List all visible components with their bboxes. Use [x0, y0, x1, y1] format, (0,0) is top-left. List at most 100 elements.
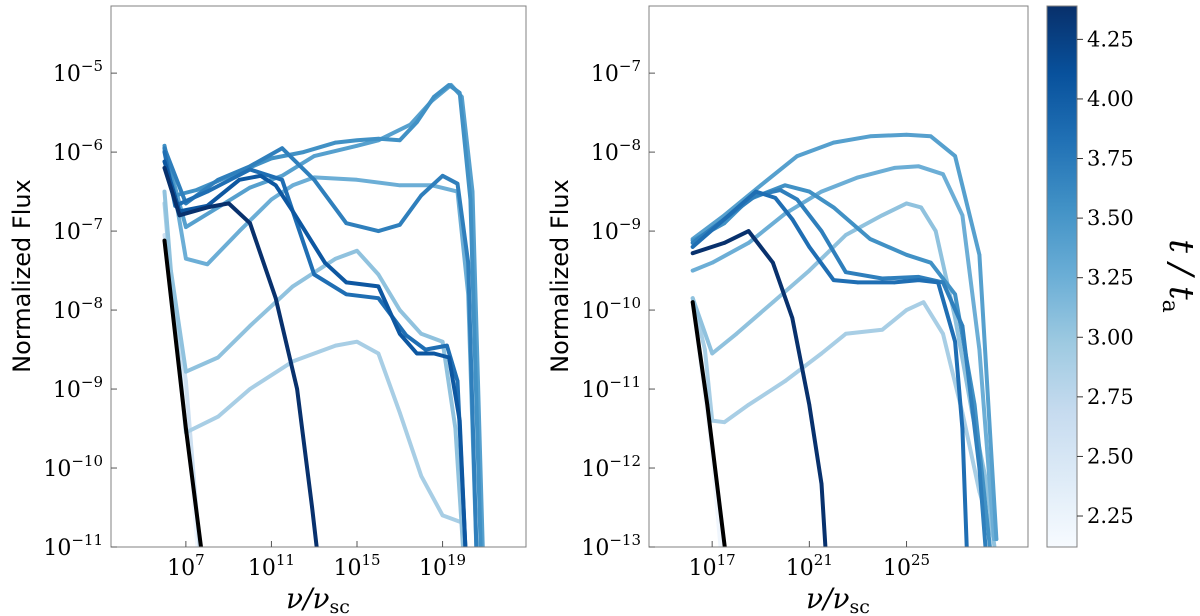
series-point	[295, 387, 299, 391]
series-point	[355, 178, 359, 182]
series-point	[703, 347, 707, 352]
left-series-group	[162, 83, 485, 565]
series-point	[248, 324, 252, 328]
series-point	[746, 241, 751, 245]
series-point	[317, 561, 321, 565]
series-point	[398, 138, 402, 143]
series-point	[807, 245, 812, 249]
series-point	[916, 275, 921, 279]
series-point	[790, 316, 795, 320]
series-point	[710, 260, 714, 265]
left-panel: 107 1011 1015 1019 10−5 10−6 10−7 10−8 10−9 10−1…	[8, 5, 527, 616]
series-point	[376, 229, 381, 233]
series-point	[953, 292, 957, 297]
y-tick-label: 10−11	[581, 373, 641, 403]
series-point	[184, 225, 188, 229]
colorbar: 2.25 2.50 2.75 3.00 3.25 3.50 3.75 4.00 4.25 t /…	[1046, 5, 1200, 548]
series-point	[904, 201, 909, 206]
series-point	[807, 189, 812, 194]
y-tick-label: 10−10	[43, 452, 103, 482]
series-point	[904, 253, 909, 257]
series-point	[844, 270, 848, 275]
series-point	[985, 561, 989, 565]
series-point	[690, 245, 695, 249]
series-line-t-3.55	[162, 83, 483, 547]
series-point	[312, 178, 317, 182]
series-point	[953, 339, 957, 344]
series-point	[248, 221, 252, 225]
colorbar-tick-label: 2.50	[1087, 444, 1134, 468]
series-point	[162, 150, 167, 154]
series-point	[376, 296, 381, 301]
series-point	[868, 237, 872, 241]
colorbar-tick-label: 3.75	[1087, 147, 1134, 171]
series-point	[415, 120, 419, 124]
series-point	[415, 351, 419, 356]
series-point	[773, 196, 778, 200]
series-line-t-3.70	[162, 146, 479, 547]
series-point	[880, 328, 884, 332]
series-point	[273, 296, 278, 301]
series-point	[273, 183, 278, 188]
colorbar-tick-label: 3.00	[1087, 325, 1134, 349]
left-x-ticks: 107 1011 1015 1019	[167, 541, 466, 581]
series-point	[953, 316, 957, 320]
series-point	[333, 256, 338, 261]
series-point	[856, 175, 860, 180]
series-point	[237, 178, 242, 182]
series-point	[445, 343, 449, 348]
series-point	[479, 561, 483, 565]
series-line-t-3.55	[690, 183, 992, 547]
series-point	[419, 193, 424, 198]
right-series-group	[690, 132, 999, 565]
series-point	[162, 159, 167, 164]
y-tick-label: 10−8	[591, 136, 641, 166]
series-line-t-4.38	[690, 229, 828, 547]
series-point	[333, 140, 338, 145]
series-point	[355, 144, 359, 148]
series-point	[995, 561, 999, 565]
series-point	[344, 292, 349, 297]
series-point	[880, 276, 884, 281]
y-tick-label: 10−13	[581, 531, 641, 561]
series-point	[771, 260, 775, 265]
series-point	[690, 300, 695, 305]
y-tick-label: 10−10	[581, 294, 641, 324]
y-tick-label: 10−12	[581, 452, 641, 482]
series-point	[977, 253, 982, 257]
series-point	[447, 355, 451, 360]
series-point	[690, 268, 695, 273]
series-point	[819, 189, 824, 194]
series-point	[419, 474, 424, 478]
series-point	[778, 188, 782, 192]
series-point	[904, 308, 909, 312]
series-point	[447, 83, 451, 87]
series-point	[205, 262, 210, 267]
series-point	[376, 272, 381, 277]
series-point	[258, 174, 263, 178]
series-line-t-4.05	[162, 159, 468, 547]
y-tick-label: 10−9	[591, 215, 641, 245]
series-point	[323, 260, 327, 265]
series-point	[941, 172, 945, 176]
series-point	[291, 284, 295, 289]
series-point	[690, 296, 695, 301]
series-point	[333, 343, 338, 348]
series-point	[457, 91, 462, 95]
series-point	[301, 150, 306, 154]
series-point	[722, 217, 727, 221]
x-tick-label: 1019	[419, 551, 466, 581]
series-point	[819, 229, 824, 233]
series-point	[440, 339, 445, 344]
series-point	[933, 229, 938, 233]
right-x-ticks: 1017 1021 1025	[689, 541, 930, 581]
series-point	[457, 418, 462, 423]
series-point	[710, 351, 714, 356]
series-point	[216, 355, 220, 360]
series-point	[248, 164, 252, 169]
series-point	[269, 197, 274, 202]
series-point	[398, 183, 402, 188]
series-point	[977, 347, 982, 352]
series-point	[280, 146, 284, 150]
colorbar-tick-label: 3.50	[1087, 206, 1134, 230]
